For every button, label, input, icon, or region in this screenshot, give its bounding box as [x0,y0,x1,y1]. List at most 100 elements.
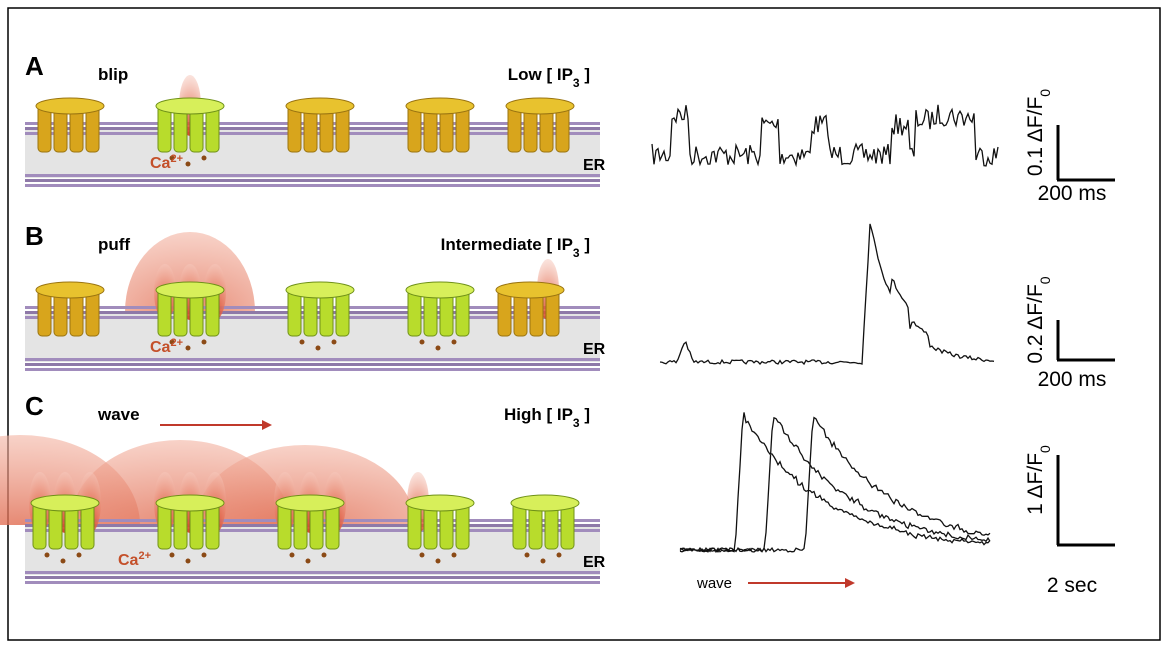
trace [659,223,995,366]
channel-cap [405,281,475,299]
membrane-stripe [25,358,600,361]
membrane-stripe [25,363,600,366]
condition-text: Low [ IP [508,65,573,84]
condition-sub: 3 [573,76,580,90]
scale-y-text: 0.1 ΔF/F [1024,97,1047,176]
membrane-stripe [25,174,600,177]
channel-subunit [512,502,527,550]
channel-subunit [157,105,172,153]
panel-letter: C [25,391,44,421]
ca-ion [435,345,441,351]
ca-ion [305,558,311,564]
ca-ion [451,552,457,558]
event-label: blip [98,65,128,84]
condition-label: Intermediate [ IP3 ] [441,235,590,260]
condition-sub: 3 [573,246,580,260]
scale-y-sub: 0 [1037,276,1053,284]
channel-cap [155,281,225,299]
channel-cap [495,281,565,299]
scale-y-sub: 0 [1037,445,1053,453]
channel-cap [505,97,575,115]
condition-sub: 3 [573,416,580,430]
channel-cap [155,494,225,512]
channel-subunit [157,502,172,550]
ca-ion [451,339,457,345]
channel-subunit [287,289,302,337]
trace [651,104,999,168]
condition-label: Low [ IP3 ] [508,65,590,90]
ion-sup: 2+ [170,337,183,349]
scale-y-text: 0.2 ΔF/F [1024,284,1047,363]
membrane-stripe [25,581,600,584]
membrane-stripe [25,571,600,574]
ion-label: Ca2+ [150,337,183,356]
channel-subunit [157,289,172,337]
membrane-stripe [25,368,600,371]
ca-ion [185,345,191,351]
ca-ion [524,552,530,558]
panel-letter: A [25,51,44,81]
scale-x-label: 200 ms [1038,368,1107,391]
condition-end: ] [580,235,590,254]
channel-cap [275,494,345,512]
ca-ion [44,552,50,558]
ca-ion [169,339,175,345]
channel-cap [30,494,100,512]
ca-ion [289,552,295,558]
ion-text: Ca [118,552,139,569]
ion-text: Ca [150,155,171,172]
ca-ion [185,161,191,167]
trace [679,412,991,553]
channel-subunit [507,105,522,153]
ca-ion [185,558,191,564]
trace-wave-label: wave [696,575,732,592]
event-label: puff [98,235,130,254]
ion-label: Ca2+ [118,550,151,569]
membrane-stripe [25,184,600,187]
condition-end: ] [580,405,590,424]
ca-ion [556,552,562,558]
condition-text: Intermediate [ IP [441,235,573,254]
condition-end: ] [580,65,590,84]
channel-subunit [37,105,52,153]
ca-ion [315,345,321,351]
channel-cap [285,281,355,299]
trace-wave-arrowhead [845,578,855,588]
channel-subunit [407,502,422,550]
condition-text: High [ IP [504,405,573,424]
channel-cap [405,97,475,115]
channel-cap [35,97,105,115]
ca-ion [201,155,207,161]
scale-y-label: 0.2 ΔF/F0 [1024,276,1053,363]
membrane-stripe [25,179,600,182]
ca-ion [540,558,546,564]
er-label: ER [583,157,606,174]
wave-arrowhead [262,420,272,430]
ca-ion [435,558,441,564]
scale-y-label: 0.1 ΔF/F0 [1024,89,1053,176]
scale-x-label: 2 sec [1047,574,1097,597]
condition-label: High [ IP3 ] [504,405,590,430]
ca-ion [201,552,207,558]
ca-ion [331,339,337,345]
channel-cap [510,494,580,512]
channel-cap [155,97,225,115]
scale-x-label: 200 ms [1038,182,1107,205]
ion-label: Ca2+ [150,153,183,172]
channel-subunit [497,289,512,337]
ion-text: Ca [150,339,171,356]
er-label: ER [583,341,606,358]
ca-ion [419,552,425,558]
channel-subunit [287,105,302,153]
channel-subunit [407,105,422,153]
channel-cap [405,494,475,512]
ca-ion [201,339,207,345]
ca-ion [299,339,305,345]
channel-cap [285,97,355,115]
panel-letter: B [25,221,44,251]
channel-subunit [32,502,47,550]
er-label: ER [583,554,606,571]
ion-sup: 2+ [170,153,183,165]
scale-y-label: 1 ΔF/F0 [1024,445,1053,515]
ca-ion [169,155,175,161]
